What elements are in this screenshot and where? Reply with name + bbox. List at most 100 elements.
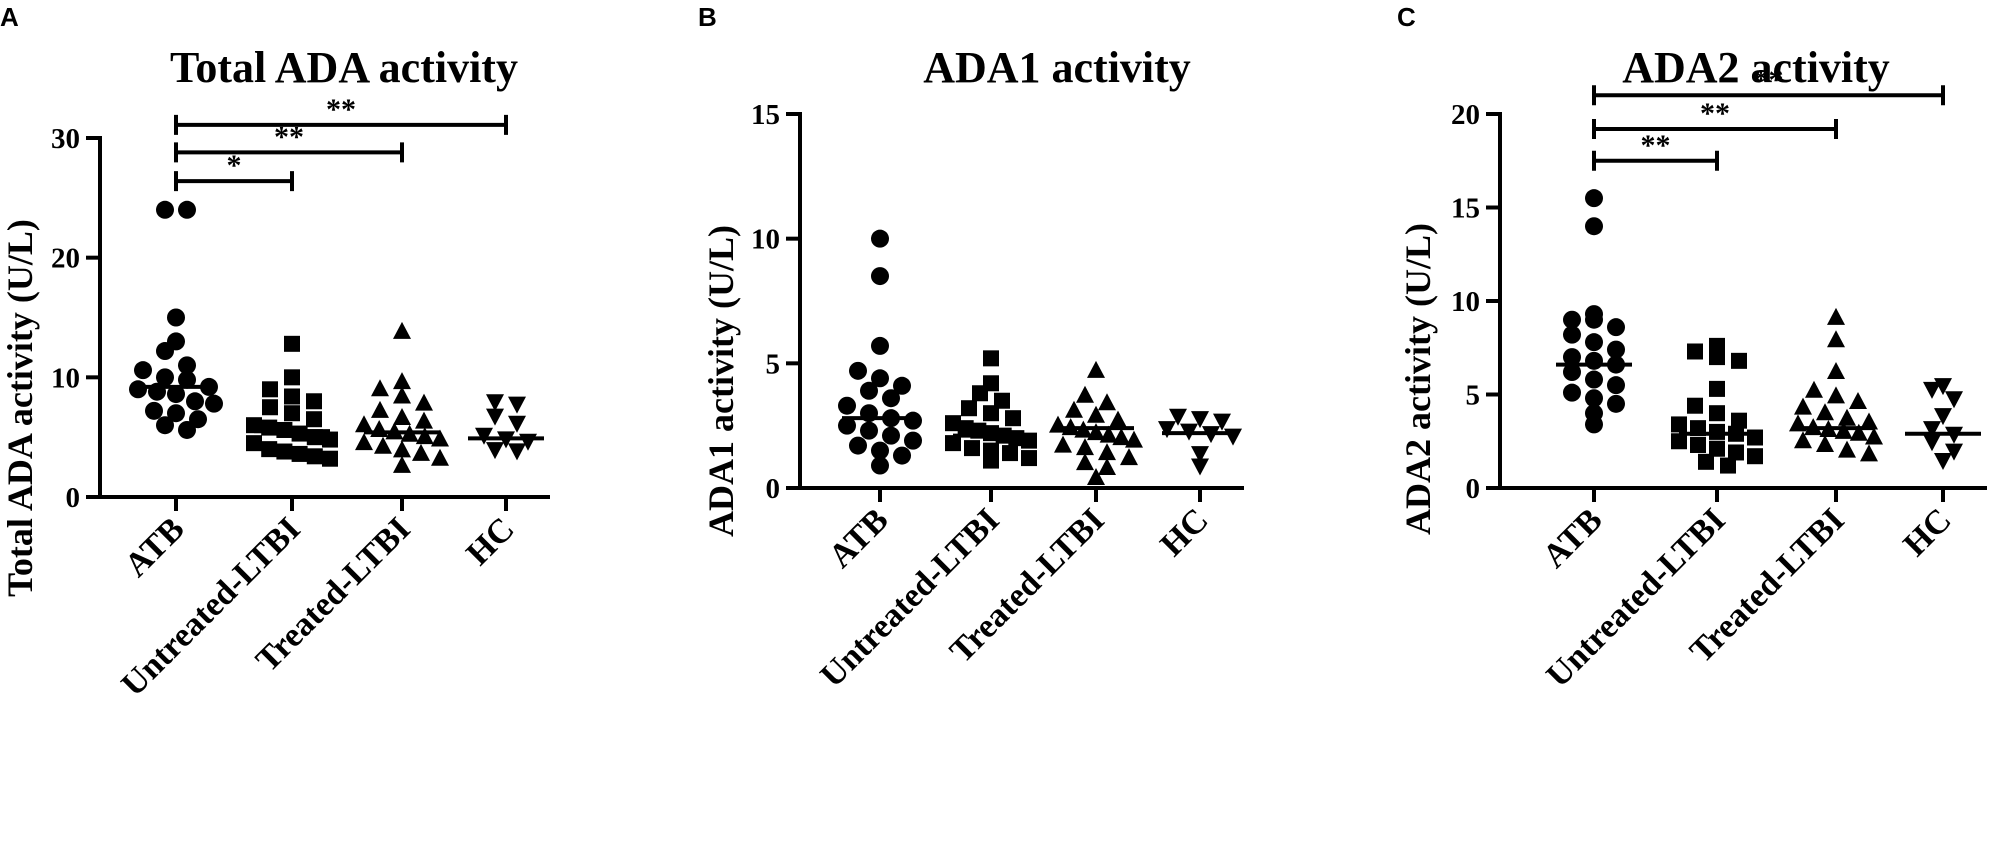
- data-point: [1731, 352, 1747, 369]
- data-point: [1607, 340, 1625, 359]
- chart-title-c: ADA2 activity: [1622, 43, 1890, 92]
- data-point: [1690, 436, 1706, 453]
- data-point: [262, 381, 278, 398]
- data-point: [1098, 393, 1116, 411]
- data-point: [1794, 431, 1812, 449]
- data-point: [1109, 410, 1127, 428]
- data-point: [508, 443, 526, 461]
- data-point: [1563, 383, 1581, 402]
- data-point: [1709, 440, 1725, 457]
- data-point: [1860, 412, 1878, 430]
- data-point: [1923, 434, 1941, 452]
- data-point: [1945, 443, 1963, 461]
- data-point: [284, 369, 300, 386]
- data-point: [284, 388, 300, 405]
- data-point: [1794, 397, 1812, 415]
- data-point: [1158, 421, 1176, 439]
- panel-c: C ADA2 activity ADA2 activity (U/L) 0 5 10…: [1397, 2, 1987, 695]
- data-point: [412, 443, 430, 461]
- data-point: [486, 408, 504, 426]
- data-point: [1087, 423, 1105, 441]
- data-point: [1709, 349, 1725, 366]
- data-point: [1585, 351, 1603, 370]
- data-point: [291, 425, 308, 442]
- data-point: [1720, 457, 1736, 474]
- data-point: [1076, 438, 1094, 456]
- data-point: [893, 446, 911, 465]
- data-point: [1860, 444, 1878, 462]
- data-point: [1805, 380, 1823, 398]
- x-category-label: HC: [459, 510, 521, 572]
- data-point: [882, 389, 900, 408]
- data-point: [178, 356, 196, 375]
- data-point: [393, 321, 411, 339]
- data-point: [306, 411, 322, 428]
- data-point: [904, 411, 922, 430]
- data-point: [957, 420, 974, 437]
- significance-bracket: [1592, 118, 1838, 139]
- data-point: [1607, 394, 1625, 413]
- data-point: [508, 396, 526, 414]
- y-tick-label: 10: [751, 224, 780, 256]
- data-point: [1585, 370, 1603, 389]
- data-point: [1827, 307, 1845, 325]
- data-point: [284, 405, 300, 422]
- data-point: [475, 427, 493, 445]
- data-point: [1098, 443, 1116, 461]
- data-point: [1607, 376, 1625, 395]
- data-point: [262, 399, 278, 416]
- data-point: [871, 441, 889, 460]
- significance-label: **: [1754, 63, 1784, 96]
- data-point: [1934, 408, 1952, 426]
- significance-bracket: [174, 114, 508, 135]
- data-point: [178, 200, 196, 219]
- data-point: [355, 433, 373, 451]
- data-point: [1687, 343, 1703, 360]
- data-point: [156, 342, 174, 361]
- significance-label: **: [1700, 97, 1730, 130]
- data-point: [370, 419, 389, 437]
- data-point: [972, 385, 988, 402]
- data-point: [1923, 381, 1941, 399]
- data-point: [306, 448, 323, 465]
- data-point: [1849, 391, 1867, 409]
- data-point: [306, 393, 322, 410]
- chart-title-b: ADA1 activity: [923, 43, 1191, 92]
- x-category-label: ATB: [1536, 501, 1610, 575]
- significance-label: **: [326, 93, 356, 126]
- data-point: [393, 440, 411, 458]
- data-point: [838, 396, 856, 415]
- data-point: [1816, 434, 1834, 452]
- data-point: [1607, 318, 1625, 337]
- y-tick-label: 10: [1451, 286, 1480, 318]
- data-point: [871, 267, 889, 286]
- data-point: [1002, 445, 1018, 462]
- y-axis-label-a: Total ADA activity (U/L): [0, 219, 40, 597]
- significance-label: **: [1641, 129, 1671, 162]
- y-tick-label: 30: [51, 123, 80, 155]
- data-point: [945, 435, 961, 452]
- y-tick-label: 0: [1466, 473, 1481, 505]
- data-point: [1076, 453, 1094, 471]
- significance-bracket: [174, 171, 294, 192]
- y-tick-label: 20: [51, 243, 80, 275]
- data-point: [860, 381, 878, 400]
- data-point: [156, 200, 174, 219]
- data-point: [393, 386, 411, 404]
- chart-title-a: Total ADA activity: [170, 43, 518, 92]
- y-tick-label: 5: [766, 348, 781, 380]
- data-point: [486, 394, 504, 412]
- y-tick-label: 0: [766, 473, 781, 505]
- data-point: [983, 452, 999, 469]
- data-point: [904, 431, 922, 450]
- data-point: [189, 410, 207, 429]
- y-tick-label: 5: [1466, 380, 1481, 412]
- data-point: [1816, 403, 1834, 421]
- data-point: [1191, 446, 1209, 464]
- data-point: [1671, 433, 1687, 450]
- data-point: [393, 372, 411, 390]
- data-point: [355, 415, 373, 433]
- y-tick-label: 15: [1451, 193, 1480, 225]
